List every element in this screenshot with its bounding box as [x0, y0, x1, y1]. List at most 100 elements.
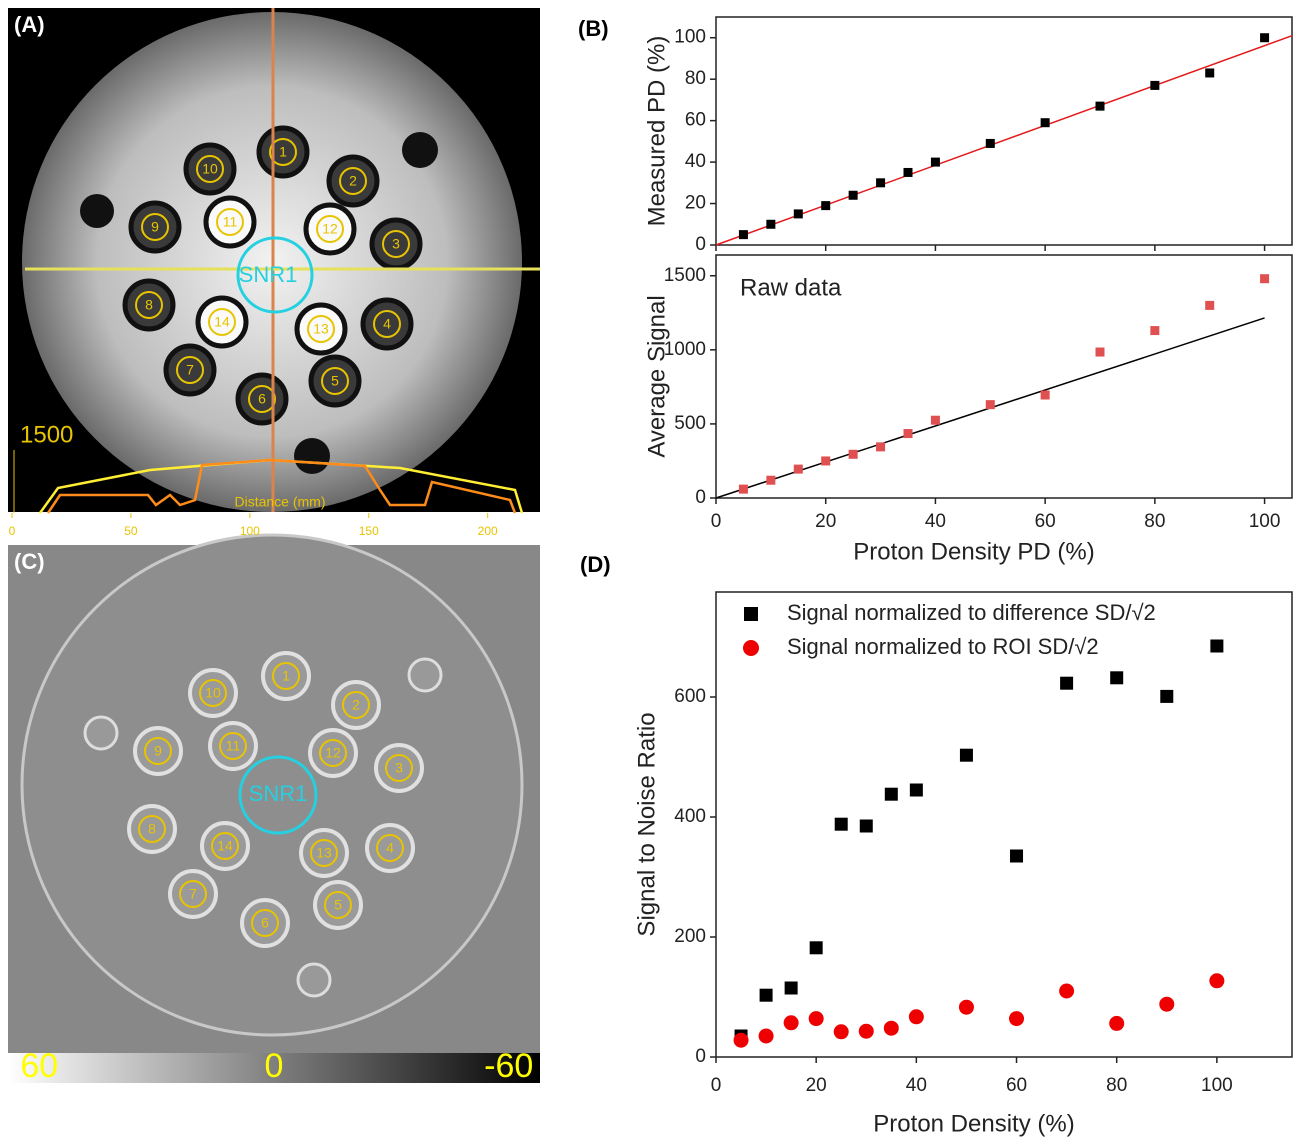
point: [958, 999, 974, 1015]
point: [985, 400, 995, 410]
point: [848, 190, 858, 200]
profile-tick-label: 0: [9, 524, 16, 538]
roi: [382, 230, 410, 258]
legend-label: Signal normalized to difference SD/√2: [787, 600, 1156, 625]
vial: [122, 278, 176, 332]
point: [883, 1020, 899, 1036]
roi-label: 11: [226, 738, 241, 754]
roi-label: 13: [313, 321, 329, 337]
y-tick-label: 400: [674, 806, 706, 827]
legend-label: Signal normalized to ROI SD/√2: [787, 634, 1099, 659]
vial: [294, 302, 348, 356]
point: [821, 201, 831, 211]
roi: [135, 291, 163, 319]
point: [1260, 33, 1270, 43]
roi-label: 10: [205, 685, 221, 701]
point: [909, 783, 923, 797]
colorbar-label: -60: [484, 1047, 533, 1085]
profile-x-label: Distance (mm): [234, 494, 325, 510]
roi: [248, 385, 276, 413]
roi-label: 6: [261, 915, 269, 931]
point: [793, 209, 803, 219]
roi-label: 12: [322, 221, 338, 237]
point: [1210, 639, 1224, 653]
point: [1159, 996, 1175, 1012]
point: [834, 817, 848, 831]
point: [759, 988, 773, 1002]
point: [793, 464, 803, 474]
x-tick-label: 80: [1106, 1075, 1127, 1096]
point: [858, 1023, 874, 1039]
roi-label: 7: [186, 362, 194, 378]
legend-marker: [744, 607, 758, 621]
point: [903, 167, 913, 177]
point: [903, 429, 913, 439]
point: [1150, 326, 1160, 336]
vial: [360, 297, 414, 351]
y-tick-label: 200: [674, 926, 706, 947]
roi-label: 3: [392, 236, 400, 252]
vial: [240, 898, 290, 948]
panel-label: (C): [14, 549, 45, 574]
vial: [183, 142, 237, 196]
y-tick-label: 20: [685, 193, 706, 214]
roi: [179, 880, 207, 908]
y-tick-label: 40: [685, 151, 706, 172]
point: [959, 748, 973, 762]
point: [784, 981, 798, 995]
snr-roi: [236, 236, 314, 314]
point: [1010, 849, 1024, 863]
point: [766, 475, 776, 485]
point: [733, 1032, 749, 1048]
vial: [208, 721, 258, 771]
vial: [374, 743, 424, 793]
point: [1060, 676, 1074, 690]
point: [1095, 101, 1105, 111]
roi: [324, 891, 352, 919]
roi-label: 4: [383, 316, 391, 332]
point: [783, 1015, 799, 1031]
x-tick-label: 80: [1144, 511, 1165, 532]
roi-label: 3: [395, 760, 403, 776]
x-tick-label: 100: [1249, 511, 1281, 532]
point: [1109, 1015, 1125, 1031]
vial: [256, 125, 310, 179]
point: [1205, 300, 1215, 310]
y-axis-label: Measured PD (%): [643, 36, 670, 227]
roi: [373, 310, 401, 338]
roi-label: 2: [349, 173, 357, 189]
roi: [269, 138, 297, 166]
vial: [203, 195, 257, 249]
point: [1059, 983, 1075, 999]
x-axis-label: Proton Density PD (%): [853, 538, 1094, 565]
roi: [138, 815, 166, 843]
roi: [310, 839, 338, 867]
vial: [261, 651, 311, 701]
fit-line: [715, 34, 1293, 246]
point: [1205, 68, 1215, 78]
roi: [272, 662, 300, 690]
annotation: Raw data: [740, 274, 842, 301]
colorbar-label: 0: [265, 1047, 284, 1085]
panel-label: (A): [14, 12, 45, 37]
y-tick-label: 0: [695, 234, 706, 255]
vial: [163, 343, 217, 397]
y-tick-label: 600: [674, 686, 706, 707]
x-tick-label: 40: [906, 1075, 927, 1096]
roi: [141, 213, 169, 241]
y-axis-label: Average Signal: [643, 295, 670, 457]
vial: [128, 200, 182, 254]
plot-frame: [715, 591, 1293, 1058]
roi: [251, 909, 279, 937]
vial: [195, 295, 249, 349]
point: [930, 157, 940, 167]
vial: [365, 823, 415, 873]
roi: [319, 739, 347, 767]
x-tick-label: 0: [711, 1075, 722, 1096]
x-tick-label: 100: [1201, 1075, 1233, 1096]
roi-label: 12: [325, 745, 341, 761]
profile-max-label: 1500: [20, 421, 73, 448]
roi-label: 9: [151, 219, 159, 235]
roi: [307, 315, 335, 343]
